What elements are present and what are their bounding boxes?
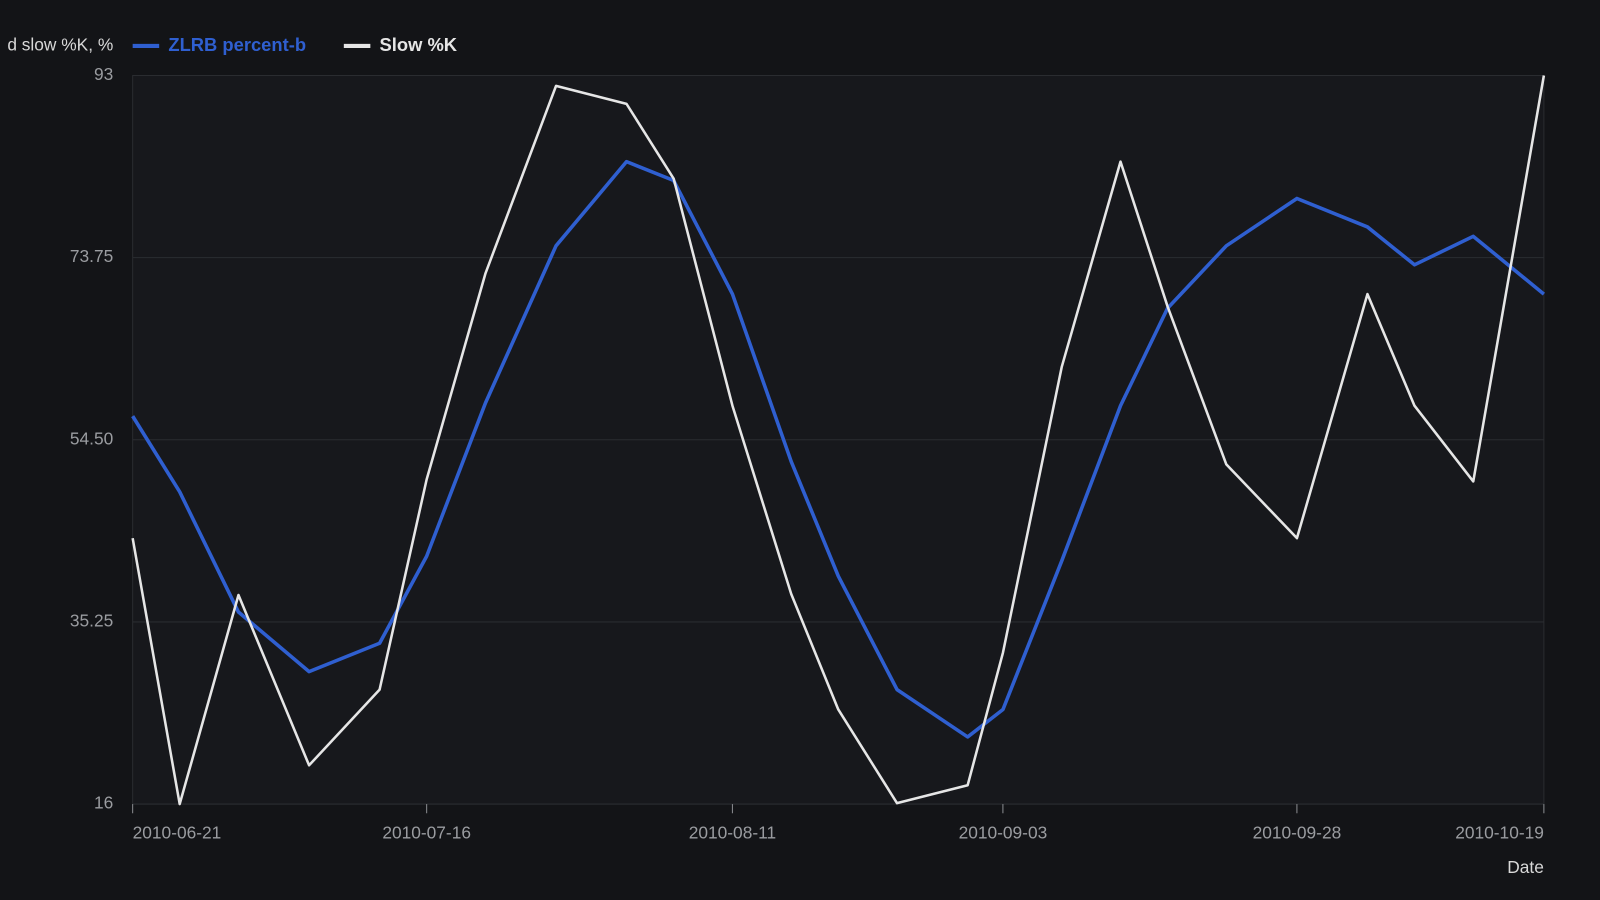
y-tick-label: 16 — [94, 793, 113, 813]
y-tick-label: 35.25 — [70, 611, 113, 631]
series-line — [131, 75, 1546, 806]
y-tick-label: 54.50 — [70, 428, 113, 448]
y-tick-label: 93 — [94, 64, 113, 84]
legend-label: Slow %K — [380, 34, 458, 55]
x-tick-label: 2010-09-03 — [959, 822, 1048, 842]
series-line — [131, 159, 1546, 739]
chart-title: d slow %K, % — [7, 34, 113, 54]
x-tick-label: 2010-06-21 — [133, 822, 222, 842]
x-axis-label: Date — [1507, 857, 1544, 877]
y-tick-label: 73.75 — [70, 246, 113, 266]
x-tick-label: 2010-07-16 — [382, 822, 471, 842]
x-tick-label: 2010-10-19 — [1455, 822, 1544, 842]
legend-label: ZLRB percent-b — [168, 34, 306, 55]
x-tick-label: 2010-08-11 — [689, 822, 776, 842]
x-tick-label: 2010-09-28 — [1253, 822, 1342, 842]
